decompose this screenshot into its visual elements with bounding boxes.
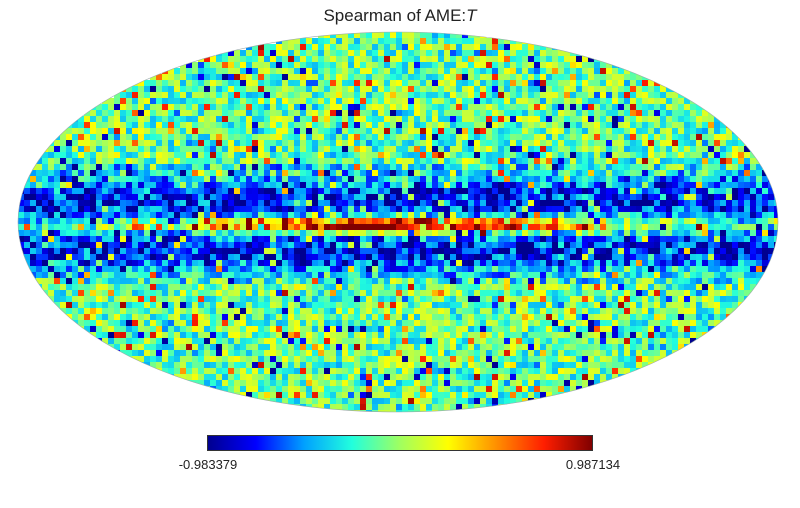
colorbar-min-label: -0.983379 — [178, 457, 238, 472]
colorbar-max-label: 0.987134 — [565, 457, 621, 472]
map-pixels — [18, 32, 778, 412]
title-prefix: Spearman of AME: — [323, 6, 467, 25]
map-outline — [17, 31, 779, 413]
colorbar — [207, 435, 593, 451]
map-title: Spearman of AME:T — [0, 6, 800, 26]
title-variable: T — [466, 6, 477, 25]
